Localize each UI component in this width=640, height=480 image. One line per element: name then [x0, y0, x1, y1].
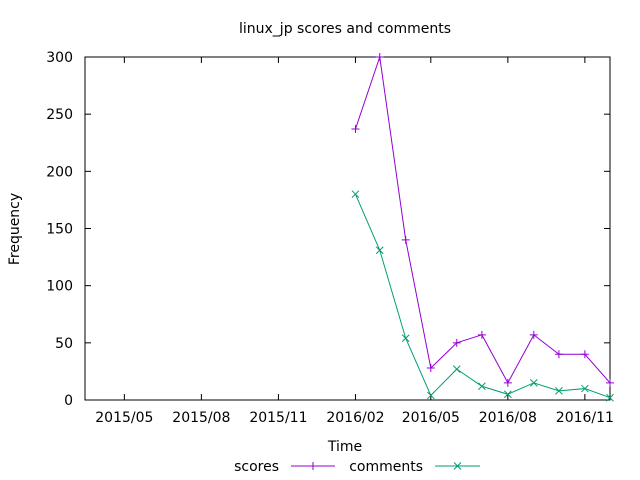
x-tick-label: 2016/05	[402, 410, 460, 426]
x-tick-label: 2016/08	[479, 410, 537, 426]
x-tick-label: 2015/05	[95, 410, 153, 426]
data-point-scores	[580, 350, 589, 359]
series-line-scores	[354, 56, 611, 384]
data-point-scores	[503, 378, 512, 387]
x-tick-label: 2016/02	[326, 410, 384, 426]
data-point-comments	[452, 365, 461, 373]
data-point-comments	[351, 190, 360, 199]
legend-marker-comments	[453, 462, 462, 470]
y-tick-label: 250	[46, 107, 73, 123]
y-tick-label: 50	[55, 336, 73, 352]
plot-frame	[84, 56, 611, 401]
data-point-scores	[477, 330, 486, 339]
data-point-scores	[401, 235, 410, 244]
data-point-comments	[478, 382, 486, 391]
data-point-comments	[555, 386, 563, 395]
y-tick-label: 200	[46, 164, 73, 180]
y-tick-label: 150	[46, 222, 73, 238]
data-point-comments	[503, 390, 512, 399]
series-layer	[351, 53, 614, 402]
data-point-scores	[529, 330, 538, 339]
data-point-scores	[452, 338, 461, 347]
legend-label: scores	[234, 459, 279, 475]
y-axis-label: Frequency	[7, 193, 23, 265]
axis-ticks: 0 50 100 150 200 250 300 2015/05 2015/08 2015/11 2…	[46, 50, 614, 426]
data-point-comments	[401, 334, 410, 343]
data-point-comments	[606, 393, 614, 402]
x-axis-label: Time	[327, 439, 362, 455]
data-point-scores	[554, 350, 563, 359]
y-tick-label: 100	[46, 279, 73, 295]
data-point-scores	[606, 378, 614, 387]
y-tick-label: 300	[46, 50, 73, 66]
series-line-comments	[354, 194, 611, 399]
data-point-comments	[375, 246, 384, 255]
data-point-comments	[581, 384, 589, 393]
data-point-scores	[426, 363, 435, 372]
data-point-comments	[426, 391, 435, 400]
legend-label: comments	[349, 459, 423, 475]
data-point-scores	[375, 53, 384, 61]
x-tick-label: 2016/11	[556, 410, 614, 426]
x-tick-label: 2015/08	[172, 410, 230, 426]
x-tick-label: 2015/11	[249, 410, 307, 426]
legend-marker-scores	[309, 462, 317, 470]
legend: scores comments	[234, 459, 480, 475]
data-point-comments	[529, 378, 538, 387]
chart-title: linux_jp scores and comments	[239, 21, 451, 37]
y-tick-label: 0	[64, 393, 73, 409]
data-point-scores	[351, 125, 360, 134]
